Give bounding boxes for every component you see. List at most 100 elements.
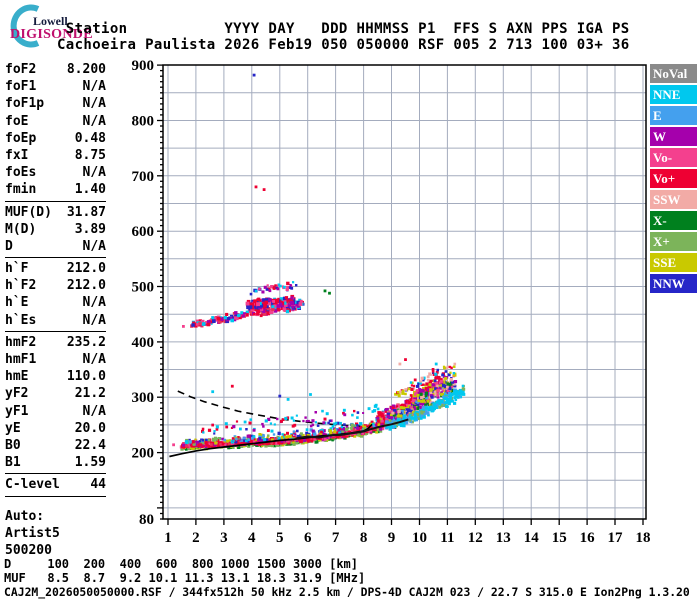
param-label: yF1	[5, 403, 29, 419]
param-row-hmf2: hmF2 235.2	[5, 334, 106, 351]
param-row-fof1p: foF1p N/A	[5, 95, 106, 112]
svg-text:8: 8	[360, 530, 368, 546]
svg-text:4: 4	[248, 530, 256, 546]
panel-divider	[5, 495, 106, 497]
param-value: 235.2	[66, 334, 106, 350]
param-row-yf1: yF1 N/A	[5, 403, 106, 420]
param-value: N/A	[82, 403, 106, 419]
svg-text:16: 16	[580, 530, 596, 546]
svg-text:600: 600	[132, 224, 155, 240]
param-label: foEs	[5, 165, 37, 181]
param-label: M(D)	[5, 221, 37, 237]
legend-item-label: W	[653, 129, 666, 144]
param-value: 110.0	[66, 369, 106, 385]
svg-text:700: 700	[132, 169, 155, 185]
param-label: h`Es	[5, 312, 37, 328]
param-label: foF2	[5, 62, 37, 77]
legend-item-nne: NNE	[650, 85, 697, 104]
svg-text:400: 400	[132, 335, 155, 351]
param-row-fof2: foF2 8.200	[5, 61, 106, 78]
legend-item-sse: SSE	[650, 253, 697, 272]
param-row-clevel: C-level 44	[5, 476, 106, 493]
legend-item-label: Vo+	[653, 171, 676, 186]
logo-digisonde-text: DIGISONDE	[10, 27, 93, 42]
svg-text:10: 10	[412, 530, 427, 546]
legend-item-noval: NoVal	[650, 64, 697, 83]
param-row-hf: h`F 212.0	[5, 260, 106, 277]
header-station-values-row: Cachoeira Paulista 2026 Feb19 050 050000…	[57, 37, 630, 53]
svg-text:300: 300	[132, 390, 155, 406]
param-label: MUF(D)	[5, 204, 52, 220]
distance-row: D 100 200 400 600 800 1000 1500 3000 [km…	[4, 557, 359, 571]
legend-item-label: X-	[653, 213, 667, 228]
param-row-b1: B1 1.59	[5, 454, 106, 471]
param-row-ye: yE 20.0	[5, 420, 106, 437]
svg-text:13: 13	[496, 530, 511, 546]
legend-item-label: Vo-	[653, 150, 673, 165]
param-label: yE	[5, 420, 21, 436]
panel-divider	[5, 200, 106, 202]
svg-text:15: 15	[552, 530, 567, 546]
svg-text:12: 12	[468, 530, 483, 546]
legend-item-vo: Vo-	[650, 148, 697, 167]
param-label: foF1p	[5, 96, 45, 112]
svg-text:9: 9	[388, 530, 396, 546]
param-value: 21.2	[74, 386, 106, 402]
param-row-fmin: fmin 1.40	[5, 181, 106, 198]
param-value: N/A	[82, 165, 106, 181]
param-value: 1.59	[74, 455, 106, 471]
svg-text:900: 900	[132, 58, 155, 74]
param-row-hf2: h`F2 212.0	[5, 277, 106, 294]
lowell-digisonde-logo: Lowell DIGISONDE	[4, 2, 114, 50]
autoscaling-info-line: Auto:	[5, 508, 45, 524]
svg-text:5: 5	[276, 530, 284, 546]
svg-text:14: 14	[524, 530, 540, 546]
param-row-foes: foEs N/A	[5, 164, 106, 181]
param-row-foep: foEp 0.48	[5, 130, 106, 147]
param-row-hme: hmE 110.0	[5, 368, 106, 385]
scaled-parameters-panel: foF2 8.200 foF1 N/A foF1p N/A foE N/A foEp 0.48 fx…	[5, 61, 106, 559]
param-label: C-level	[5, 477, 60, 493]
param-value: N/A	[82, 238, 106, 254]
file-info-row: CAJ2M_2026050050000.RSF / 344fx512h 50 k…	[4, 585, 690, 599]
doppler-direction-legend: NoVal NNE E W Vo- Vo+ SSW X- X+ SSE NNW	[650, 64, 697, 295]
param-value: N/A	[82, 96, 106, 112]
svg-text:2: 2	[192, 530, 200, 546]
svg-text:800: 800	[132, 114, 155, 130]
param-value: 8.200	[66, 62, 106, 77]
param-row-yf2: yF2 21.2	[5, 385, 106, 402]
legend-item-label: NNE	[653, 87, 681, 102]
panel-divider	[5, 257, 106, 259]
param-label: D	[5, 238, 13, 254]
legend-item-vo: Vo+	[650, 169, 697, 188]
param-value: N/A	[82, 352, 106, 367]
legend-item-nnw: NNW	[650, 274, 697, 293]
param-row-hes: h`Es N/A	[5, 312, 106, 329]
param-row-mufd: MUF(D) 31.87	[5, 204, 106, 221]
legend-item-x: X-	[650, 211, 697, 230]
param-value: N/A	[82, 79, 106, 95]
panel-divider	[5, 330, 106, 332]
legend-item-w: W	[650, 127, 697, 146]
param-value: 8.75	[74, 147, 106, 163]
param-value: 20.0	[74, 420, 106, 436]
param-value: 212.0	[66, 261, 106, 277]
svg-text:80: 80	[139, 512, 154, 528]
logo-arc-icon	[10, 4, 40, 48]
param-row-he: h`E N/A	[5, 294, 106, 311]
param-label: foE	[5, 113, 29, 129]
param-label: foF1	[5, 79, 37, 95]
param-value: 0.48	[74, 130, 106, 146]
param-label: hmF1	[5, 352, 37, 367]
param-row-hmf1: hmF1 N/A	[5, 351, 106, 368]
legend-item-label: SSE	[653, 255, 677, 270]
legend-item-label: X+	[653, 234, 670, 249]
param-row-fof1: foF1 N/A	[5, 78, 106, 95]
svg-text:11: 11	[440, 530, 454, 546]
param-row-b0: B0 22.4	[5, 437, 106, 454]
param-row-md: M(D) 3.89	[5, 221, 106, 238]
param-label: hmE	[5, 369, 29, 385]
muf-row: MUF 8.5 8.7 9.2 10.1 11.3 13.1 18.3 31.9…	[4, 571, 366, 585]
param-label: yF2	[5, 386, 29, 402]
